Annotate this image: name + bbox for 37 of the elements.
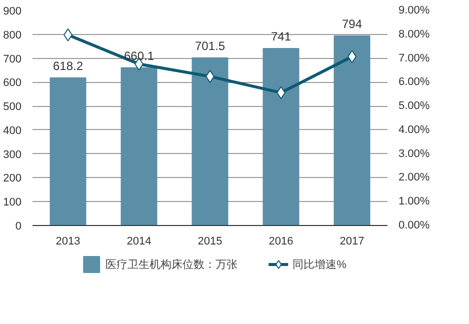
y-tick-label: 200 — [3, 172, 22, 185]
y-tick-label: 600 — [3, 77, 22, 90]
x-tick-label: 2017 — [340, 236, 364, 248]
x-tick-label: 2013 — [56, 236, 80, 248]
y2-tick-label: 9.00% — [398, 4, 430, 16]
legend-label: 同比增速% — [292, 258, 346, 272]
y-tick-label: 900 — [3, 6, 22, 18]
y-tick-label: 800 — [3, 29, 22, 42]
x-tick-label: 2014 — [126, 236, 152, 248]
y2-tick-label: 1.00% — [398, 196, 430, 208]
data-label: 741 — [270, 29, 292, 44]
data-label: 618.2 — [52, 58, 84, 73]
data-label: 701.5 — [194, 38, 226, 53]
bar — [334, 35, 370, 226]
y2-tick-label: 6.00% — [398, 76, 430, 88]
y2-tick-label: 2.00% — [398, 172, 430, 184]
y-tick-label: 700 — [3, 53, 22, 66]
y2-tick-label: 0.00% — [398, 220, 430, 232]
bar — [262, 48, 300, 226]
y2-tick-label: 4.00% — [398, 124, 430, 136]
y-tick-label: 500 — [3, 101, 22, 114]
y2-tick-label: 5.00% — [398, 100, 430, 112]
bar — [120, 67, 158, 226]
y-tick-label: 400 — [3, 124, 22, 137]
y2-tick-label: 8.00% — [398, 28, 430, 40]
x-tick-label: 2016 — [268, 236, 294, 248]
y-tick-label: 100 — [3, 196, 22, 209]
y2-tick-label: 3.00% — [398, 148, 430, 160]
x-tick-label: 2015 — [198, 236, 222, 248]
y2-tick-label: 7.00% — [398, 52, 430, 64]
legend-label: 医疗卫生机构床位数：万张 — [106, 258, 238, 272]
bar — [50, 77, 86, 226]
y-tick-label: 0 — [15, 220, 22, 232]
data-label: 660.1 — [124, 48, 154, 63]
y-tick-label: 300 — [3, 148, 22, 161]
data-label: 794 — [342, 16, 362, 31]
bar — [192, 57, 228, 226]
